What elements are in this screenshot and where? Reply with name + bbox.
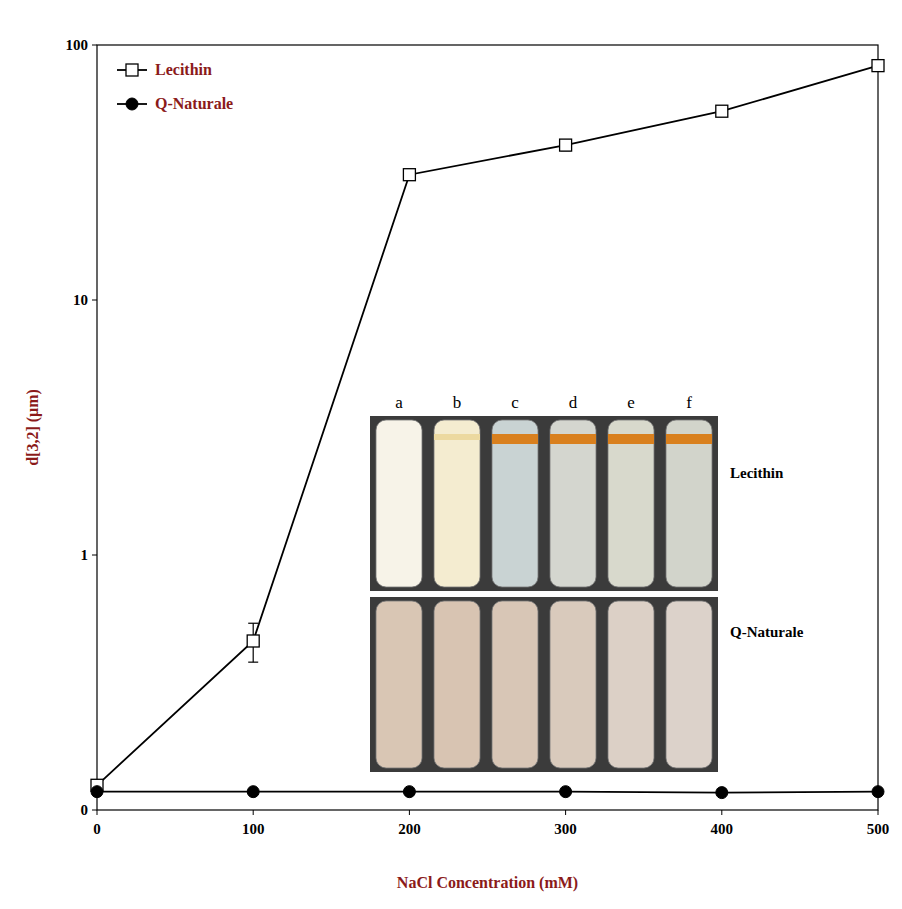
- tube: [376, 420, 422, 587]
- inset-row-label: Q-Naturale: [730, 624, 804, 640]
- tube: [550, 420, 596, 587]
- x-tick: [878, 810, 879, 815]
- data-point: [716, 787, 728, 799]
- data-point: [560, 786, 572, 798]
- tube: [492, 601, 538, 768]
- marks: [91, 60, 884, 799]
- y-tick-label: 100: [66, 37, 89, 53]
- y-tick: [92, 300, 97, 301]
- x-tick-label: 200: [398, 821, 421, 837]
- inset-tube-label: d: [569, 393, 578, 412]
- y-tick-label: 10: [73, 292, 88, 308]
- y-tick-label: 1: [81, 547, 89, 563]
- oil-layer: [608, 434, 654, 444]
- legend: Lecithin Q-Naturale: [117, 61, 233, 112]
- inset-tube-label: a: [395, 393, 403, 412]
- inset-tube-label: f: [686, 393, 692, 412]
- tube: [376, 601, 422, 768]
- data-point: [560, 139, 572, 151]
- y-tick-label: 0: [81, 802, 89, 818]
- inset-background: [370, 597, 718, 772]
- error-bar: [561, 140, 571, 151]
- y-axis-title: d[3,2] (μm): [24, 389, 42, 466]
- x-tick: [721, 810, 722, 815]
- y-tick: [92, 810, 97, 811]
- tube: [550, 601, 596, 768]
- oil-layer: [492, 434, 538, 444]
- chart: 0 100 200 300 400 500 0 1 10 100 NaCl Concentratio…: [0, 0, 902, 909]
- error-bar: [248, 623, 258, 662]
- data-point: [91, 786, 103, 798]
- legend-label: Q-Naturale: [155, 95, 233, 112]
- y-tick: [92, 555, 97, 556]
- x-tick-label: 0: [93, 821, 101, 837]
- data-point: [872, 786, 884, 798]
- x-tick-label: 300: [554, 821, 577, 837]
- error-bar: [404, 169, 414, 180]
- oil-layer: [550, 434, 596, 444]
- x-axis-title: NaCl Concentration (mM): [397, 874, 578, 892]
- chart-root: 0 100 200 300 400 500 0 1 10 100 NaCl Concentratio…: [0, 0, 902, 909]
- y-tick: [92, 45, 97, 46]
- inset-photo: [370, 416, 718, 772]
- x-tick: [565, 810, 566, 815]
- error-cap: [248, 662, 258, 663]
- legend-marker: [126, 98, 138, 110]
- oil-layer: [666, 434, 712, 444]
- x-tick-label: 500: [867, 821, 890, 837]
- inset-background: [370, 416, 718, 591]
- inset-tube-label: c: [511, 393, 519, 412]
- error-bar: [873, 60, 883, 71]
- data-point: [403, 169, 415, 181]
- series-line: [97, 791, 878, 794]
- tube: [666, 420, 712, 587]
- inset-tube-label: e: [627, 393, 635, 412]
- tube: [434, 601, 480, 768]
- cream-layer: [434, 434, 480, 440]
- tube: [434, 420, 480, 587]
- data-point: [403, 786, 415, 798]
- legend-label: Lecithin: [155, 61, 212, 78]
- tube: [492, 420, 538, 587]
- inset-row-label: Lecithin: [730, 465, 784, 481]
- data-point: [872, 60, 884, 72]
- plot-frame: [97, 45, 878, 810]
- data-point: [247, 786, 259, 798]
- legend-marker: [126, 64, 138, 76]
- x-tick-label: 100: [242, 821, 265, 837]
- error-cap: [248, 623, 258, 624]
- x-tick-label: 400: [711, 821, 734, 837]
- tube: [666, 601, 712, 768]
- data-point: [716, 105, 728, 117]
- tube: [608, 601, 654, 768]
- tube: [608, 420, 654, 587]
- data-point: [247, 635, 259, 647]
- x-tick: [253, 810, 254, 815]
- series-line: [97, 66, 878, 786]
- inset-tube-label: b: [453, 393, 462, 412]
- x-tick: [97, 810, 98, 815]
- x-tick: [409, 810, 410, 815]
